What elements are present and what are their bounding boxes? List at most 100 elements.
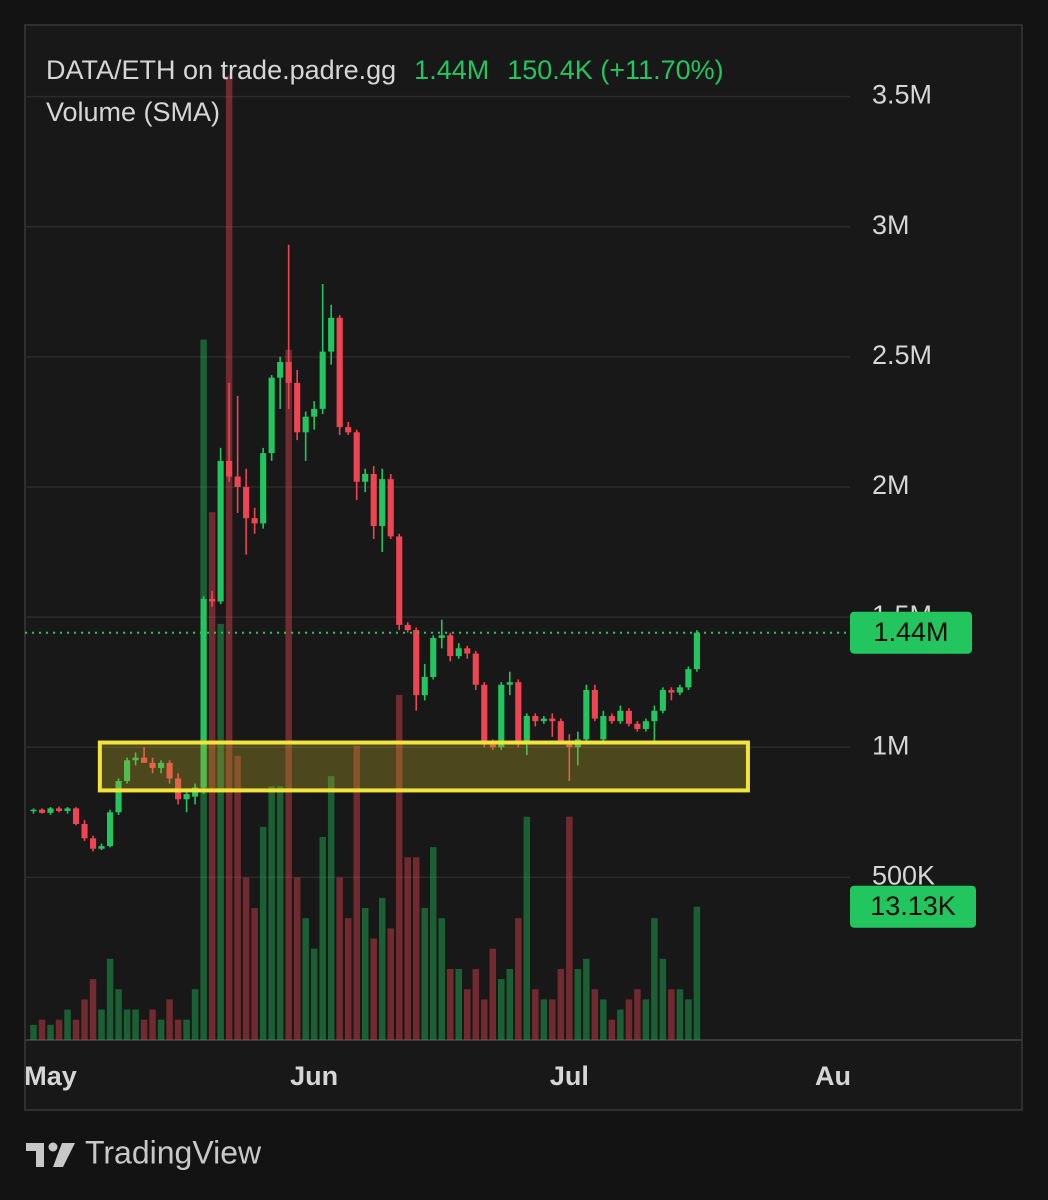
candle-body xyxy=(549,718,556,722)
volume-bar xyxy=(55,1019,63,1040)
candle-body xyxy=(98,846,105,849)
volume-bar xyxy=(327,776,335,1040)
candle-body xyxy=(608,715,615,722)
candle-body xyxy=(132,757,139,761)
candle-body xyxy=(676,687,683,693)
candle-body xyxy=(634,723,641,729)
volume-bar xyxy=(149,1009,156,1040)
candle-body xyxy=(668,689,675,693)
logo-part xyxy=(53,1143,75,1167)
volume-bar xyxy=(157,1019,165,1040)
volume-bar xyxy=(217,623,224,1040)
candle-body xyxy=(642,721,649,729)
candle-body xyxy=(489,744,496,748)
volume-bar xyxy=(319,837,326,1040)
volume-bar xyxy=(378,897,386,1040)
volume-bar xyxy=(115,989,122,1040)
x-tick-label: May xyxy=(24,1061,77,1091)
volume-bar xyxy=(140,1019,148,1040)
candle-body xyxy=(566,742,573,748)
volume-bar xyxy=(540,999,548,1040)
candle-body xyxy=(30,809,37,812)
candle-body xyxy=(328,317,335,352)
candle-body xyxy=(506,682,513,685)
volume-bar xyxy=(344,918,352,1040)
last-volume-box xyxy=(850,885,976,928)
candle-body xyxy=(209,598,216,602)
volume-bar xyxy=(123,1009,131,1040)
volume-bar xyxy=(430,847,437,1040)
volume-bar xyxy=(336,877,343,1040)
volume-bar xyxy=(64,1009,71,1040)
volume-bar xyxy=(438,918,445,1040)
candle-body xyxy=(583,689,590,740)
candle-body xyxy=(523,715,530,745)
candle-body xyxy=(438,635,445,638)
volume-bar xyxy=(242,877,250,1040)
candle-body xyxy=(115,781,122,813)
volume-bar xyxy=(166,999,173,1040)
volume-bar xyxy=(685,999,692,1040)
volume-bar xyxy=(600,999,607,1040)
y-tick-label: 1M xyxy=(872,730,910,760)
volume-bar xyxy=(498,979,505,1040)
volume-bar xyxy=(566,816,573,1040)
candle-body xyxy=(447,635,454,657)
candle-body xyxy=(268,377,275,454)
candle-body xyxy=(302,416,309,433)
candle-body xyxy=(226,460,233,477)
candle-body xyxy=(124,760,131,782)
candle-body xyxy=(106,812,114,847)
candle-body xyxy=(319,351,326,409)
candle-body xyxy=(200,598,207,788)
volume-bar xyxy=(30,1024,37,1040)
candle-body xyxy=(532,715,539,722)
candle-body xyxy=(217,460,224,602)
plot-layer: 500K1M1.5M2M2.5M3M3.5MMayJunJulAu1.44M13… xyxy=(24,75,976,1091)
last-price-box xyxy=(850,611,972,654)
volume-bar xyxy=(183,1019,190,1040)
candle-body xyxy=(141,757,148,763)
y-tick-label: 3M xyxy=(872,210,910,240)
volume-bar xyxy=(293,877,301,1040)
last-volume-label: 13.13K xyxy=(870,891,956,921)
volume-bar xyxy=(421,908,428,1040)
volume-bar xyxy=(310,948,318,1040)
volume-bar xyxy=(98,1009,105,1040)
candle-body xyxy=(430,637,437,677)
volume-bar xyxy=(668,989,675,1040)
candle-body xyxy=(591,689,598,719)
volume-bar xyxy=(515,918,522,1040)
volume-bar xyxy=(625,999,633,1040)
y-tick-label: 3.5M xyxy=(872,80,932,110)
volume-bar xyxy=(38,1019,46,1040)
candle-body xyxy=(498,684,505,748)
candle-body xyxy=(625,710,632,724)
candle-body xyxy=(277,362,284,378)
volume-bar xyxy=(89,979,97,1040)
candle-body xyxy=(396,536,403,625)
volume-bar xyxy=(361,908,369,1040)
chart-header: DATA/ETH on trade.padre.gg 1.44M 150.4K (+… xyxy=(46,55,724,85)
volume-bar xyxy=(591,989,599,1040)
volume-bar xyxy=(353,745,360,1040)
candle-body xyxy=(81,823,88,839)
candle-body xyxy=(89,838,97,849)
volume-bar xyxy=(208,512,216,1040)
volume-bar xyxy=(387,928,394,1040)
candle-body xyxy=(149,762,156,769)
candle-body xyxy=(64,808,71,811)
brand-name: TradingView xyxy=(85,1134,262,1170)
candle-body xyxy=(540,718,547,722)
volume-bar xyxy=(642,999,650,1040)
header-change: 150.4K (+11.70%) xyxy=(507,55,723,85)
volume-bar xyxy=(472,968,480,1040)
candle-body xyxy=(345,427,352,433)
volume-bar xyxy=(557,968,565,1040)
candle-body xyxy=(600,715,607,740)
volume-bar xyxy=(174,1019,182,1040)
volume-bar xyxy=(234,755,241,1040)
volume-bar xyxy=(532,989,539,1040)
volume-bar xyxy=(634,989,641,1040)
